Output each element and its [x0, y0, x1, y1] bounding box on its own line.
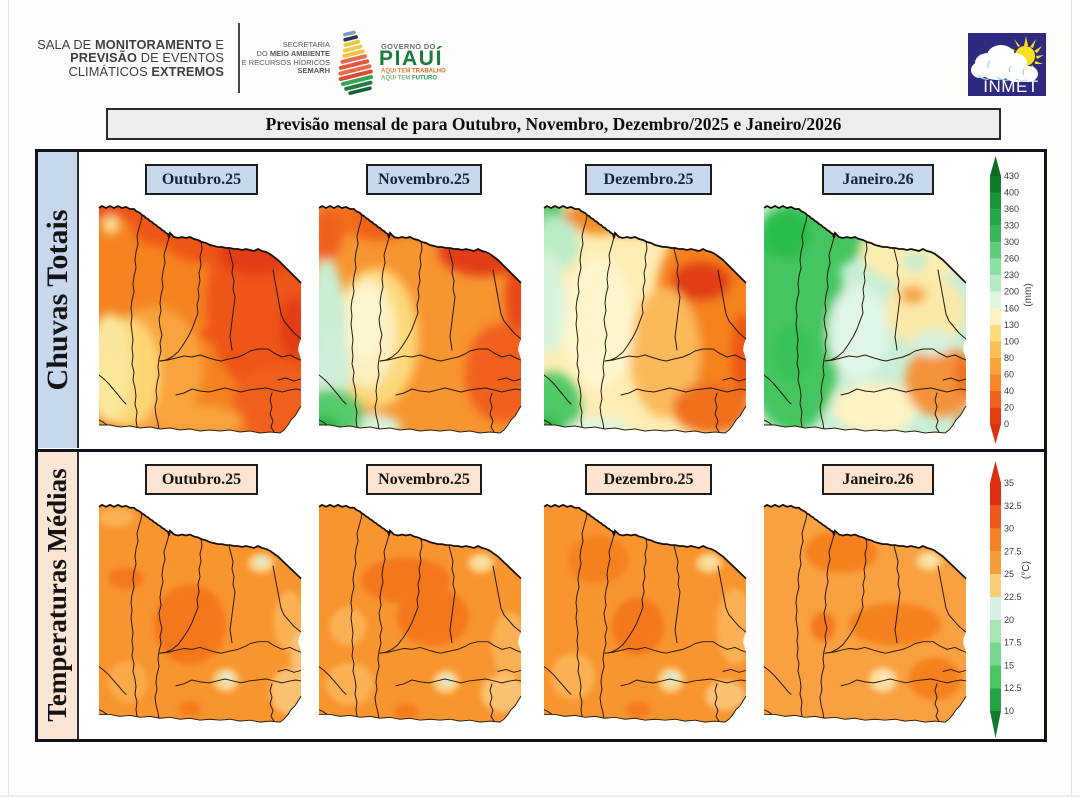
svg-text:15: 15 [1004, 660, 1014, 670]
svg-text:20: 20 [1004, 615, 1014, 625]
svg-text:130: 130 [1004, 320, 1019, 330]
svg-text:35: 35 [1004, 478, 1014, 488]
svg-text:27.5: 27.5 [1004, 546, 1022, 556]
svg-text:22.5: 22.5 [1004, 592, 1022, 602]
svg-text:400: 400 [1004, 188, 1019, 198]
svg-text:30: 30 [1004, 524, 1014, 534]
svg-text:200: 200 [1004, 287, 1019, 297]
svg-text:100: 100 [1004, 336, 1019, 346]
svg-text:80: 80 [1004, 353, 1014, 363]
svg-text:25: 25 [1004, 569, 1014, 579]
svg-text:60: 60 [1004, 369, 1014, 379]
svg-text:330: 330 [1004, 221, 1019, 231]
svg-text:300: 300 [1004, 237, 1019, 247]
svg-text:AQUI TEM FUTURO: AQUI TEM FUTURO [381, 76, 437, 82]
svg-text:INMET: INMET [983, 77, 1038, 96]
svg-text:12.5: 12.5 [1004, 683, 1022, 693]
svg-text:AQUI TEM TRABALHO: AQUI TEM TRABALHO [381, 69, 446, 75]
svg-text:PIAUÍ: PIAUÍ [379, 47, 443, 70]
svg-text:GOVERNO DO: GOVERNO DO [381, 42, 436, 51]
svg-text:17.5: 17.5 [1004, 638, 1022, 648]
svg-text:10: 10 [1004, 706, 1014, 716]
svg-text:40: 40 [1004, 386, 1014, 396]
svg-text:32.5: 32.5 [1004, 501, 1022, 511]
svg-text:260: 260 [1004, 254, 1019, 264]
svg-text:360: 360 [1004, 204, 1019, 214]
svg-text:0: 0 [1004, 419, 1009, 429]
svg-text:20: 20 [1004, 403, 1014, 413]
svg-text:160: 160 [1004, 303, 1019, 313]
svg-text:230: 230 [1004, 270, 1019, 280]
svg-text:430: 430 [1004, 171, 1019, 181]
svg-text:(°C): (°C) [1021, 561, 1032, 579]
svg-text:(mm): (mm) [1023, 283, 1034, 306]
